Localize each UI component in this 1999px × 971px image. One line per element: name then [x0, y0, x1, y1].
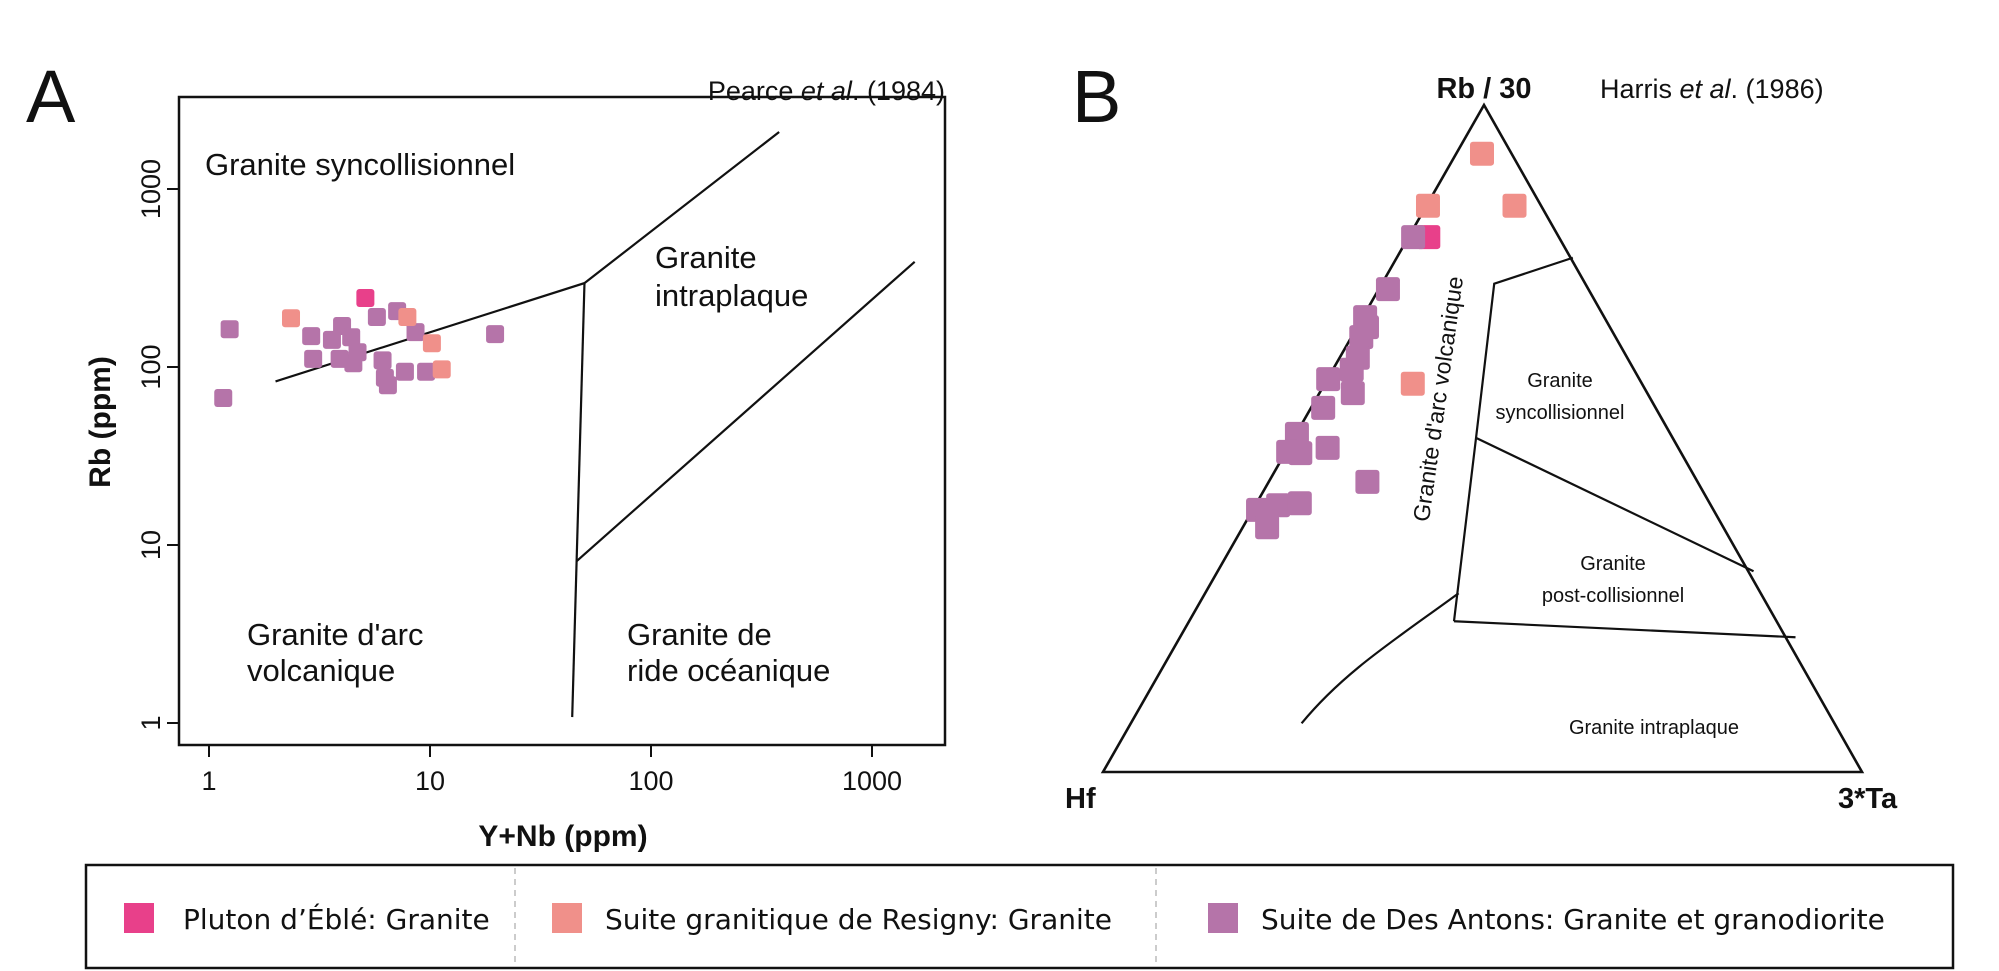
- data-point-des-antons: [342, 328, 361, 347]
- data-point-des-antons: [1266, 493, 1291, 518]
- data-point-des-antons: [302, 327, 321, 346]
- data-point-des-antons: [486, 325, 505, 344]
- panel-label-a: A: [26, 55, 76, 138]
- data-point-des-antons: [378, 376, 397, 395]
- data-point-des-antons: [367, 307, 386, 326]
- field-syncol-b-2: syncollisionnel: [1496, 402, 1625, 424]
- data-point-resigny: [398, 307, 417, 326]
- panel-b: B Rb / 30 Harris et al. (1986) Hf 3*Ta G…: [1065, 55, 1898, 815]
- data-point-des-antons: [348, 343, 367, 362]
- x-tick-label: 1000: [842, 766, 902, 796]
- panel-a: A Pearce et al. (1984) 1 10 100 1000 1 10 100 1…: [26, 55, 947, 853]
- data-point-des-antons: [1284, 421, 1309, 446]
- field-intraplaque-b: Granite intraplaque: [1569, 717, 1739, 739]
- field-postcol-b-1: Granite: [1580, 553, 1646, 575]
- data-point-des-antons: [1355, 469, 1380, 494]
- data-point-des-antons: [395, 362, 414, 381]
- legend-label-des-antons: Suite de Des Antons: Granite et granodio…: [1261, 903, 1885, 936]
- y-tick-label: 10: [136, 530, 166, 560]
- y-tick-label: 100: [136, 344, 166, 389]
- x-tick-label: 1: [201, 766, 216, 796]
- field-arc-a-1: Granite d'arc: [247, 617, 424, 652]
- data-point-des-antons: [1349, 325, 1374, 350]
- data-point-des-antons: [322, 330, 341, 349]
- x-tick-label: 100: [628, 766, 673, 796]
- data-point-des-antons: [1287, 491, 1312, 516]
- data-point-des-antons: [373, 351, 392, 370]
- data-point-pluton-eble: [356, 289, 375, 308]
- legend-frame: [84, 863, 1955, 970]
- legend-label-pluton-eble: Pluton d’Éblé: Granite: [183, 902, 490, 936]
- data-point-resigny: [432, 360, 451, 379]
- panel-label-b: B: [1072, 55, 1121, 138]
- field-intraplaque-a-1: Granite: [655, 240, 757, 275]
- data-point-resigny: [1415, 193, 1440, 218]
- data-point-des-antons: [1315, 435, 1340, 460]
- legend: Pluton d’Éblé: Granite Suite granitique …: [84, 863, 1955, 970]
- data-point-des-antons: [330, 349, 349, 368]
- data-point-resigny: [282, 309, 301, 328]
- data-point-des-antons: [1401, 225, 1426, 250]
- apex-ta: 3*Ta: [1838, 783, 1898, 815]
- data-point-des-antons: [1316, 367, 1341, 392]
- field-boundary: [575, 260, 916, 563]
- field-syncollisionnel-a: Granite syncollisionnel: [205, 147, 515, 182]
- data-point-des-antons: [1375, 277, 1400, 302]
- data-point-des-antons: [214, 388, 233, 407]
- y-tick-label: 1: [136, 715, 166, 730]
- field-ocean-a-2: ride océanique: [627, 653, 830, 688]
- field-boundary: [1300, 592, 1460, 725]
- field-boundary: [1475, 436, 1755, 573]
- field-ocean-a-1: Granite de: [627, 617, 772, 652]
- data-point-resigny: [1469, 141, 1494, 166]
- field-intraplaque-a-2: intraplaque: [655, 278, 808, 313]
- legend-swatch-resigny: [552, 903, 582, 933]
- field-boundary: [1452, 256, 1574, 622]
- data-point-des-antons: [220, 320, 239, 339]
- field-boundary: [1453, 620, 1796, 639]
- data-point-des-antons: [1311, 395, 1336, 420]
- apex-rb: Rb / 30: [1436, 73, 1531, 105]
- y-tick-label: 1000: [136, 159, 166, 219]
- field-postcol-b-2: post-collisionnel: [1542, 585, 1684, 607]
- field-arc-a-2: volcanique: [247, 653, 395, 688]
- field-syncol-b-1: Granite: [1527, 370, 1593, 392]
- data-point-des-antons: [1339, 357, 1364, 382]
- x-tick-label: 10: [415, 766, 445, 796]
- x-axis-label: Y+Nb (ppm): [478, 820, 647, 853]
- data-point-resigny: [1502, 193, 1527, 218]
- data-point-resigny: [422, 334, 441, 353]
- data-point-des-antons: [406, 323, 425, 342]
- field-arc-b: Granite d'arc volcanique: [1408, 275, 1468, 524]
- legend-swatch-des-antons: [1208, 903, 1238, 933]
- ternary-frame: [1100, 102, 1865, 774]
- y-axis-label: Rb (ppm): [84, 356, 117, 488]
- data-point-des-antons: [1255, 515, 1280, 540]
- data-point-resigny: [1400, 371, 1425, 396]
- data-point-des-antons: [417, 362, 436, 381]
- data-point-des-antons: [1288, 441, 1313, 466]
- data-point-des-antons: [304, 349, 323, 368]
- reference-a: Pearce et al. (1984): [708, 76, 945, 106]
- legend-label-resigny: Suite granitique de Resigny: Granite: [605, 903, 1112, 936]
- reference-b: Harris et al. (1986): [1600, 74, 1824, 104]
- legend-swatch-pluton-eble: [124, 903, 154, 933]
- apex-hf: Hf: [1065, 783, 1096, 815]
- data-point-des-antons: [1340, 381, 1365, 406]
- plot-frame-a: [177, 95, 947, 747]
- field-boundary: [571, 283, 586, 718]
